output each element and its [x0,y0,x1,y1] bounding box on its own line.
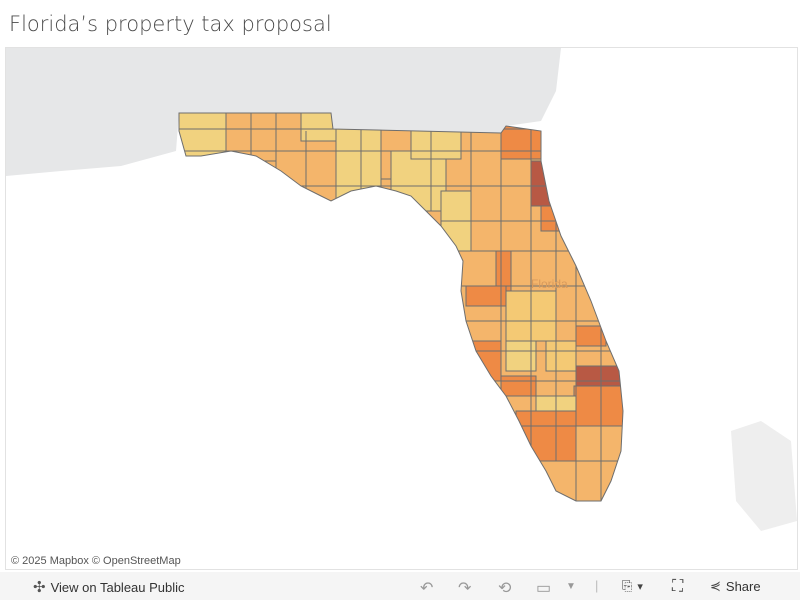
region-label: Florida [531,277,568,291]
county [465,285,507,307]
chevron-down-icon[interactable]: ▼ [566,581,576,592]
county [300,113,337,142]
bahamas-land [731,421,797,531]
county [495,250,512,292]
fullscreen-icon[interactable]: ⛶ [672,578,684,595]
county [573,385,623,427]
county [545,340,577,372]
share-icon: ⋞ [710,578,721,593]
view-on-tableau-label: View on Tableau Public [50,579,185,595]
county [470,340,502,382]
county [250,113,277,162]
counties [179,113,623,501]
undo-icon[interactable]: ↶ [420,580,434,597]
download-icon[interactable]: ⎘ ▾ [622,578,643,593]
neighbor-land [6,48,561,176]
florida-county-map[interactable]: Florida [6,48,797,569]
view-on-tableau-public-button[interactable]: ✣ View on Tableau Public [33,578,185,596]
county [500,120,542,160]
share-button[interactable]: ⋞ Share [710,578,761,594]
map-view[interactable]: Florida © 2025 Mapbox © OpenStreetMap [5,47,798,570]
county [515,410,577,462]
page-title: Florida’s property tax proposal [9,12,332,36]
redo-icon[interactable]: ↷ [458,580,472,597]
divider: | [595,578,599,593]
tableau-logo-icon: ✣ [33,579,46,596]
county [390,150,447,212]
toolbar: ✣ View on Tableau Public ↶ ↷ ⟲ ▭ ▼ | ⎘ ▾… [0,572,800,600]
revert-icon[interactable]: ⟲ [498,580,512,597]
map-attribution[interactable]: © 2025 Mapbox © OpenStreetMap [9,554,183,568]
county [335,128,382,200]
refresh-icon[interactable]: ▭ [536,580,552,597]
county [410,128,462,160]
share-label: Share [725,578,761,594]
